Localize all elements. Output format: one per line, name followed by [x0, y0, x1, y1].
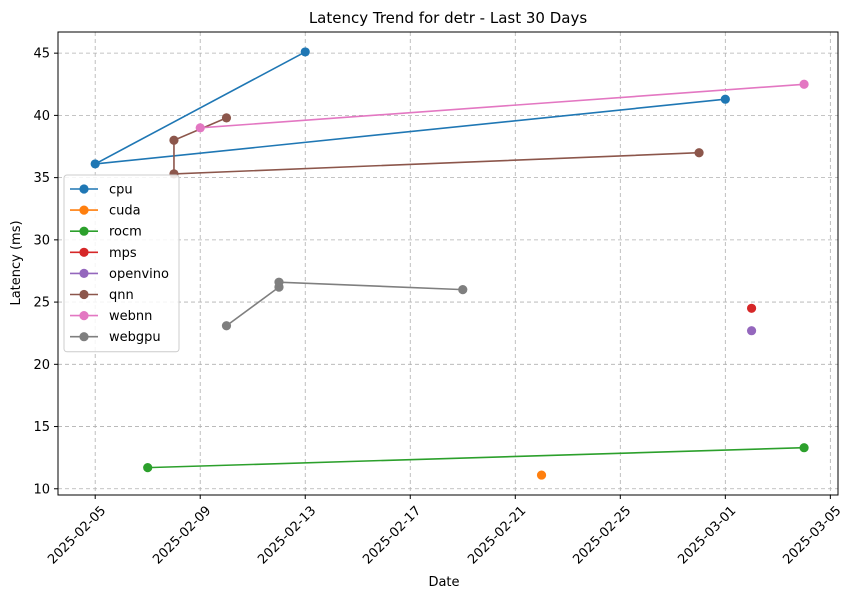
y-tick-label: 30: [33, 233, 50, 248]
legend-swatch-marker: [79, 205, 89, 215]
legend-label: cuda: [109, 204, 141, 219]
data-point-webnn: [195, 123, 205, 133]
legend-label: rocm: [109, 225, 142, 240]
series-mps: [746, 303, 757, 313]
legend-label: webnn: [109, 309, 152, 324]
legend-box: [63, 174, 180, 353]
legend-swatch-marker: [79, 289, 89, 300]
data-point-cpu: [90, 159, 100, 169]
data-point-qnn: [221, 113, 232, 123]
legend-item-webnn: webnn: [70, 309, 152, 324]
series-cuda: [536, 470, 547, 480]
data-point-qnn: [694, 148, 704, 158]
legend-item-cuda: cuda: [70, 204, 141, 219]
data-point-rocm: [143, 463, 153, 473]
plot-area-frame: [57, 31, 839, 496]
series-rocm: [143, 443, 809, 473]
legend-item-qnn: qnn: [70, 288, 134, 303]
data-point-webgpu: [221, 321, 232, 331]
legend: cpu cuda rocm mps openvino qnn webnn webgpu: [63, 174, 180, 353]
legend-swatch-marker: [79, 226, 89, 236]
grid: [58, 32, 838, 495]
y-tick-label: 15: [33, 420, 50, 435]
data-point-webgpu: [274, 277, 284, 287]
legend-swatch-marker: [79, 184, 89, 194]
legend-label: qnn: [109, 288, 134, 303]
data-point-openvino: [746, 326, 757, 336]
series-openvino: [746, 326, 757, 336]
y-tick-label: 35: [33, 171, 50, 186]
series-cpu: [90, 47, 730, 169]
legend-item-rocm: rocm: [70, 225, 142, 240]
data-point-cuda: [536, 470, 547, 480]
legend-item-cpu: cpu: [70, 183, 133, 198]
data-point-mps: [746, 303, 757, 313]
data-point-webgpu: [458, 285, 468, 295]
legend-item-openvino: openvino: [70, 267, 169, 282]
data-point-rocm: [799, 443, 809, 453]
legend-label: cpu: [109, 183, 133, 198]
y-tick-label: 40: [33, 109, 50, 124]
legend-swatch-marker: [79, 332, 89, 342]
legend-item-webgpu: webgpu: [70, 330, 161, 345]
legend-item-mps: mps: [70, 246, 137, 261]
data-point-webnn: [799, 79, 809, 89]
series-line-rocm: [147, 446, 805, 469]
legend-swatch-marker: [79, 311, 89, 321]
data-point-cpu: [720, 94, 730, 104]
legend-swatch-marker: [79, 268, 89, 278]
x-axis-label: Date: [428, 575, 459, 590]
series-line-webnn: [200, 83, 805, 129]
y-tick-label: 25: [33, 296, 50, 311]
y-axis-label: Latency (ms): [9, 220, 24, 305]
series-webgpu: [221, 277, 468, 331]
legend-label: openvino: [109, 267, 169, 282]
series-webnn: [195, 79, 809, 133]
legend-swatch-marker: [79, 247, 89, 257]
data-point-qnn: [169, 135, 179, 145]
chart-title: Latency Trend for detr - Last 30 Days: [309, 9, 588, 27]
y-tick-label: 45: [33, 47, 50, 62]
legend-label: webgpu: [109, 330, 161, 345]
y-tick-label: 10: [33, 482, 50, 497]
series-group: [90, 47, 809, 480]
legend-label: mps: [109, 246, 137, 261]
data-point-cpu: [300, 47, 310, 57]
y-tick-label: 20: [33, 358, 50, 373]
